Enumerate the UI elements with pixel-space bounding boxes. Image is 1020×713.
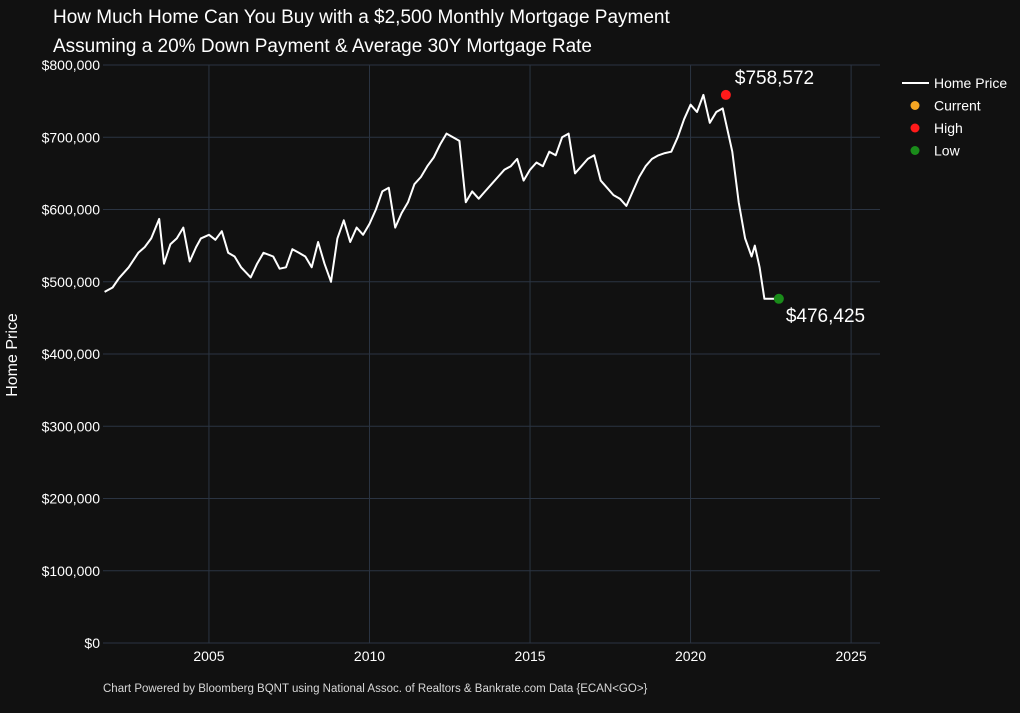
y-tick-label: $500,000 — [42, 274, 101, 290]
legend-swatch-current — [910, 101, 920, 110]
y-tick-label: $400,000 — [42, 346, 101, 362]
marker-low — [773, 293, 784, 304]
annotation-high-value: $758,572 — [735, 68, 814, 89]
chart-legend: Home Price Current High Low — [902, 75, 1007, 159]
legend-label-low: Low — [934, 143, 961, 159]
chart-title: How Much Home Can You Buy with a $2,500 … — [53, 3, 670, 61]
legend-swatch-low — [910, 146, 920, 155]
chart-title-line-1: How Much Home Can You Buy with a $2,500 … — [53, 7, 670, 28]
legend-swatch-high — [910, 123, 920, 133]
source-note: Chart Powered by Bloomberg BQNT using Na… — [103, 683, 648, 695]
y-axis-label: Home Price — [4, 313, 21, 397]
y-tick-label: $700,000 — [42, 129, 101, 145]
chart-grid — [103, 64, 880, 644]
y-tick-label: $300,000 — [42, 418, 101, 434]
marker-high — [720, 89, 731, 100]
x-tick-label: 2010 — [354, 648, 385, 664]
x-tick-label: 2025 — [836, 648, 867, 664]
y-tick-label: $800,000 — [42, 57, 101, 73]
x-tick-label: 2005 — [193, 648, 224, 664]
annotation-low-value: $476,425 — [786, 306, 865, 327]
series-line-home-price — [104, 93, 779, 300]
x-tick-label: 2020 — [675, 648, 706, 664]
y-axis-ticks: $0 $100,000 $200,000 $300,000 $400,000 $500,0… — [42, 57, 101, 651]
legend-label-current: Current — [934, 98, 981, 114]
chart-title-line-2: Assuming a 20% Down Payment & Average 30… — [53, 36, 592, 57]
y-tick-label: $600,000 — [42, 202, 101, 218]
x-axis-ticks: 2005 2010 2015 2020 2025 — [193, 648, 867, 664]
y-tick-label: $0 — [84, 635, 100, 651]
y-tick-label: $100,000 — [42, 563, 101, 579]
chart-annotations: $758,572 $476,425 — [735, 68, 865, 327]
series-markers — [720, 89, 784, 304]
x-tick-label: 2015 — [514, 648, 545, 664]
y-tick-label: $200,000 — [42, 491, 101, 507]
legend-label-home-price: Home Price — [934, 75, 1007, 91]
legend-label-high: High — [934, 120, 963, 136]
